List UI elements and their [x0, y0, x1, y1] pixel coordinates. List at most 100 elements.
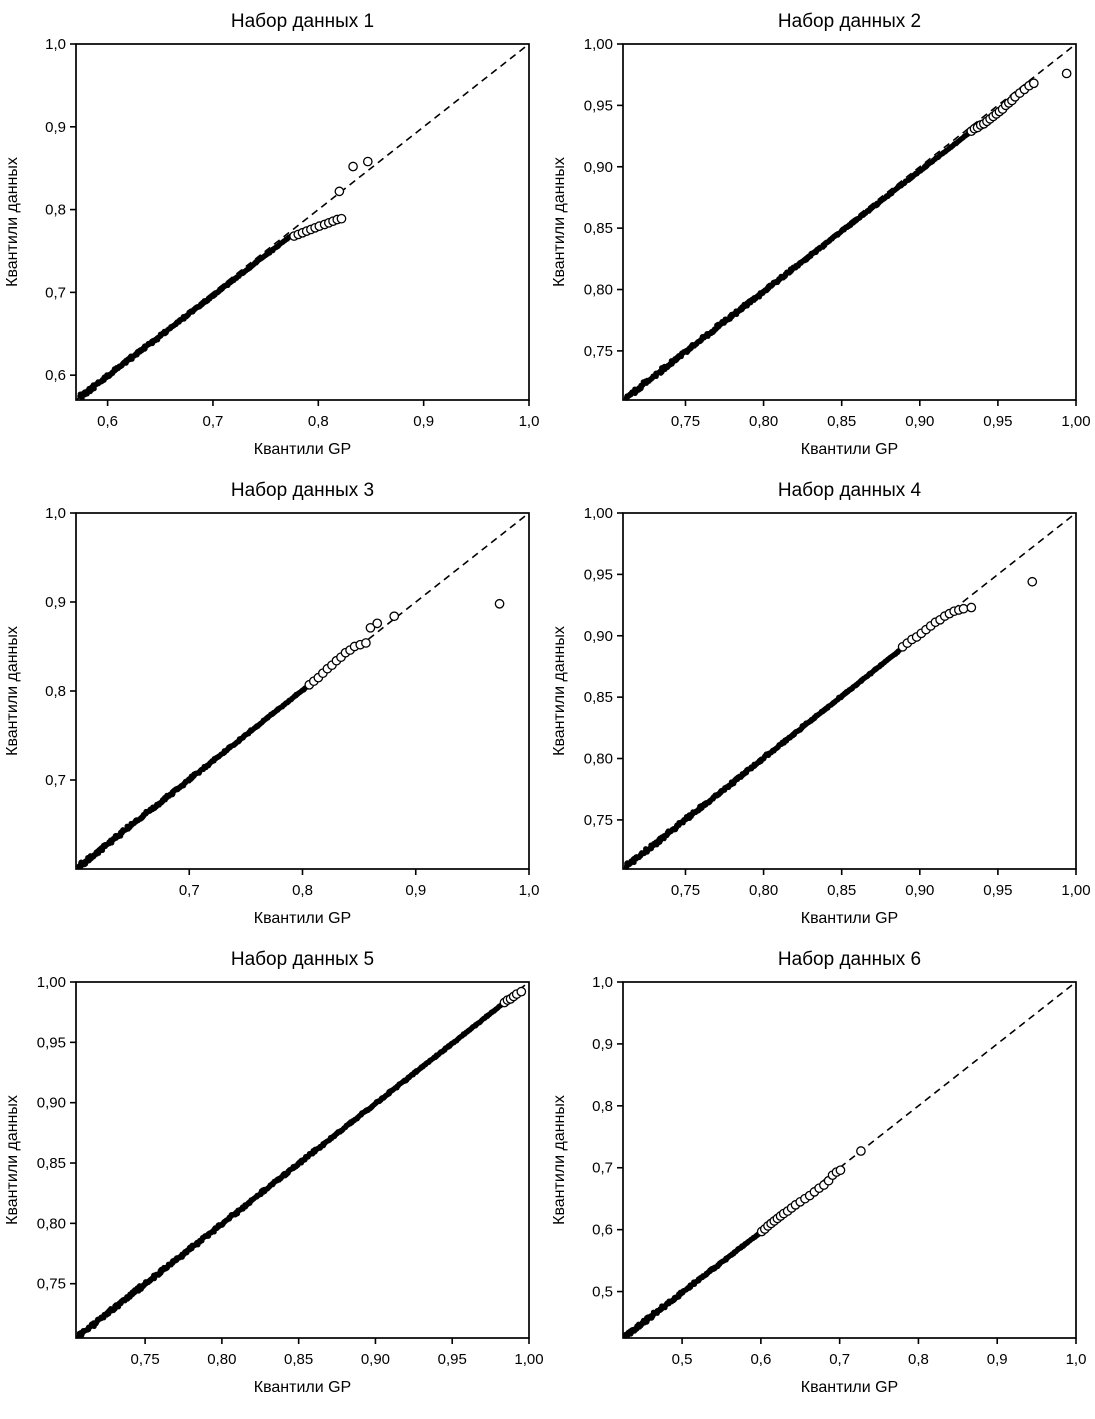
svg-text:0,6: 0,6	[592, 1222, 613, 1239]
svg-text:0,8: 0,8	[592, 1098, 613, 1115]
chart-title: Набор данных 3	[230, 480, 375, 501]
svg-text:0,85: 0,85	[584, 220, 613, 237]
qq-plot-3: 0,7 0,8 0,9 1,0 0,7 0,8 0,9 1,0 Квантили GP Квант…	[0, 505, 547, 945]
svg-text:0,7: 0,7	[592, 1160, 613, 1177]
svg-text:0,6: 0,6	[97, 413, 118, 430]
svg-text:0,75: 0,75	[671, 882, 700, 899]
chart-title: Набор данных 5	[230, 949, 375, 970]
qq-plot-6: 0,5 0,6 0,7 0,8 0,9 1,0 0,5 0,6 0,7 0,8 0,9 1,0 Кван…	[547, 974, 1094, 1414]
svg-text:0,9: 0,9	[987, 1351, 1008, 1368]
svg-text:0,80: 0,80	[749, 882, 778, 899]
svg-text:0,8: 0,8	[292, 882, 313, 899]
svg-text:Квантили GP: Квантили GP	[801, 910, 898, 927]
svg-text:0,7: 0,7	[45, 772, 66, 789]
svg-text:0,6: 0,6	[750, 1351, 771, 1368]
chart-title: Набор данных 2	[777, 11, 922, 32]
svg-text:Квантили данных: Квантили данных	[551, 626, 568, 756]
svg-text:1,0: 1,0	[519, 882, 540, 899]
svg-text:1,0: 1,0	[45, 505, 66, 522]
svg-text:0,85: 0,85	[284, 1351, 313, 1368]
svg-text:Квантили данных: Квантили данных	[4, 626, 21, 756]
chart-title: Набор данных 6	[777, 949, 922, 970]
svg-text:0,90: 0,90	[37, 1095, 66, 1112]
svg-text:1,00: 1,00	[584, 36, 613, 53]
svg-text:0,85: 0,85	[827, 882, 856, 899]
qq-plot-canvas: 0,75 0,80 0,85 0,90 0,95 1,00 0,75 0,80 0,85 0,90…	[551, 505, 1091, 927]
chart-title: Набор данных 1	[230, 11, 375, 32]
svg-text:1,00: 1,00	[584, 505, 613, 522]
svg-text:0,9: 0,9	[405, 882, 426, 899]
svg-text:0,95: 0,95	[584, 566, 613, 583]
qq-plot-figure-4: Набор данных 4 0,75 0,80 0,85 0,90 0,95 1,00 0…	[547, 479, 1095, 948]
svg-text:0,8: 0,8	[908, 1351, 929, 1368]
svg-text:0,8: 0,8	[45, 683, 66, 700]
svg-text:0,90: 0,90	[905, 882, 934, 899]
svg-text:Квантили GP: Квантили GP	[254, 1379, 351, 1396]
svg-text:0,75: 0,75	[671, 413, 700, 430]
svg-text:0,80: 0,80	[584, 282, 613, 299]
svg-text:Квантили данных: Квантили данных	[551, 157, 568, 287]
qq-plot-canvas: 0,7 0,8 0,9 1,0 0,7 0,8 0,9 1,0 Квантили GP Квант…	[4, 505, 540, 927]
svg-text:0,7: 0,7	[829, 1351, 850, 1368]
svg-text:1,00: 1,00	[1061, 413, 1090, 430]
svg-text:0,8: 0,8	[45, 202, 66, 219]
svg-text:1,00: 1,00	[1061, 882, 1090, 899]
svg-text:0,95: 0,95	[37, 1034, 66, 1051]
qq-plot-canvas: 0,5 0,6 0,7 0,8 0,9 1,0 0,5 0,6 0,7 0,8 0,9 1,0 Кван…	[551, 974, 1087, 1396]
svg-text:0,85: 0,85	[584, 689, 613, 706]
qq-plot-canvas: 0,75 0,80 0,85 0,90 0,95 1,00 0,75 0,80 0,85 0,90…	[4, 974, 544, 1396]
svg-text:0,90: 0,90	[584, 628, 613, 645]
svg-text:0,75: 0,75	[584, 812, 613, 829]
svg-text:0,5: 0,5	[592, 1284, 613, 1301]
qq-plot-figure-6: Набор данных 6 0,5 0,6 0,7 0,8 0,9 1,0 0,5 0,6 0…	[547, 948, 1095, 1417]
chart-title: Набор данных 4	[777, 480, 922, 501]
svg-text:0,8: 0,8	[308, 413, 329, 430]
svg-text:Квантили данных: Квантили данных	[4, 1095, 21, 1225]
qq-plot-figure-2: Набор данных 2 0,75 0,80 0,85 0,90 0,95 1,00 0…	[547, 10, 1095, 479]
qq-plot-5: 0,75 0,80 0,85 0,90 0,95 1,00 0,75 0,80 0,85 0,90…	[0, 974, 547, 1414]
svg-text:0,80: 0,80	[749, 413, 778, 430]
svg-text:0,9: 0,9	[413, 413, 434, 430]
qq-plot-4: 0,75 0,80 0,85 0,90 0,95 1,00 0,75 0,80 0,85 0,90…	[547, 505, 1094, 945]
svg-text:Квантили GP: Квантили GP	[801, 1379, 898, 1396]
svg-text:0,6: 0,6	[45, 367, 66, 384]
svg-text:Квантили GP: Квантили GP	[801, 441, 898, 458]
svg-text:Квантили GP: Квантили GP	[254, 441, 351, 458]
svg-text:0,95: 0,95	[983, 413, 1012, 430]
svg-text:0,95: 0,95	[438, 1351, 467, 1368]
svg-text:0,80: 0,80	[584, 751, 613, 768]
svg-text:1,00: 1,00	[514, 1351, 543, 1368]
svg-text:0,85: 0,85	[827, 413, 856, 430]
svg-text:0,75: 0,75	[131, 1351, 160, 1368]
svg-text:0,5: 0,5	[672, 1351, 693, 1368]
svg-text:0,7: 0,7	[179, 882, 200, 899]
svg-text:Квантили данных: Квантили данных	[4, 157, 21, 287]
qq-plot-canvas: 0,75 0,80 0,85 0,90 0,95 1,00 0,75 0,80 0,85 0,90…	[551, 36, 1091, 458]
svg-text:1,0: 1,0	[592, 974, 613, 991]
svg-text:1,0: 1,0	[45, 36, 66, 53]
qq-plot-figure-5: Набор данных 5 0,75 0,80 0,85 0,90 0,95 1,00 0…	[0, 948, 547, 1417]
svg-text:0,80: 0,80	[37, 1215, 66, 1232]
svg-text:Квантили GP: Квантили GP	[254, 910, 351, 927]
svg-text:0,90: 0,90	[584, 159, 613, 176]
svg-text:0,90: 0,90	[361, 1351, 390, 1368]
svg-text:0,7: 0,7	[45, 284, 66, 301]
qq-plot-canvas: 0,6 0,7 0,8 0,9 1,0 0,6 0,7 0,8 0,9 1,0 Квантили G…	[4, 36, 540, 458]
svg-text:1,00: 1,00	[37, 974, 66, 991]
qq-plot-figure-1: Набор данных 1 0,6 0,7 0,8 0,9 1,0 0,6 0,7 0,8 0…	[0, 10, 547, 479]
svg-text:1,0: 1,0	[1066, 1351, 1087, 1368]
qq-plot-2: 0,75 0,80 0,85 0,90 0,95 1,00 0,75 0,80 0,85 0,90…	[547, 36, 1094, 476]
svg-text:0,75: 0,75	[37, 1276, 66, 1293]
svg-text:0,75: 0,75	[584, 343, 613, 360]
svg-text:0,95: 0,95	[584, 97, 613, 114]
svg-text:0,9: 0,9	[45, 119, 66, 136]
svg-text:0,9: 0,9	[592, 1036, 613, 1053]
qq-plot-figure-3: Набор данных 3 0,7 0,8 0,9 1,0 0,7 0,8 0,9 1,0 К…	[0, 479, 547, 948]
svg-text:1,0: 1,0	[519, 413, 540, 430]
svg-text:0,85: 0,85	[37, 1155, 66, 1172]
svg-text:0,90: 0,90	[905, 413, 934, 430]
svg-text:0,95: 0,95	[983, 882, 1012, 899]
qq-plot-1: 0,6 0,7 0,8 0,9 1,0 0,6 0,7 0,8 0,9 1,0 Квантили G…	[0, 36, 547, 476]
svg-text:0,9: 0,9	[45, 594, 66, 611]
